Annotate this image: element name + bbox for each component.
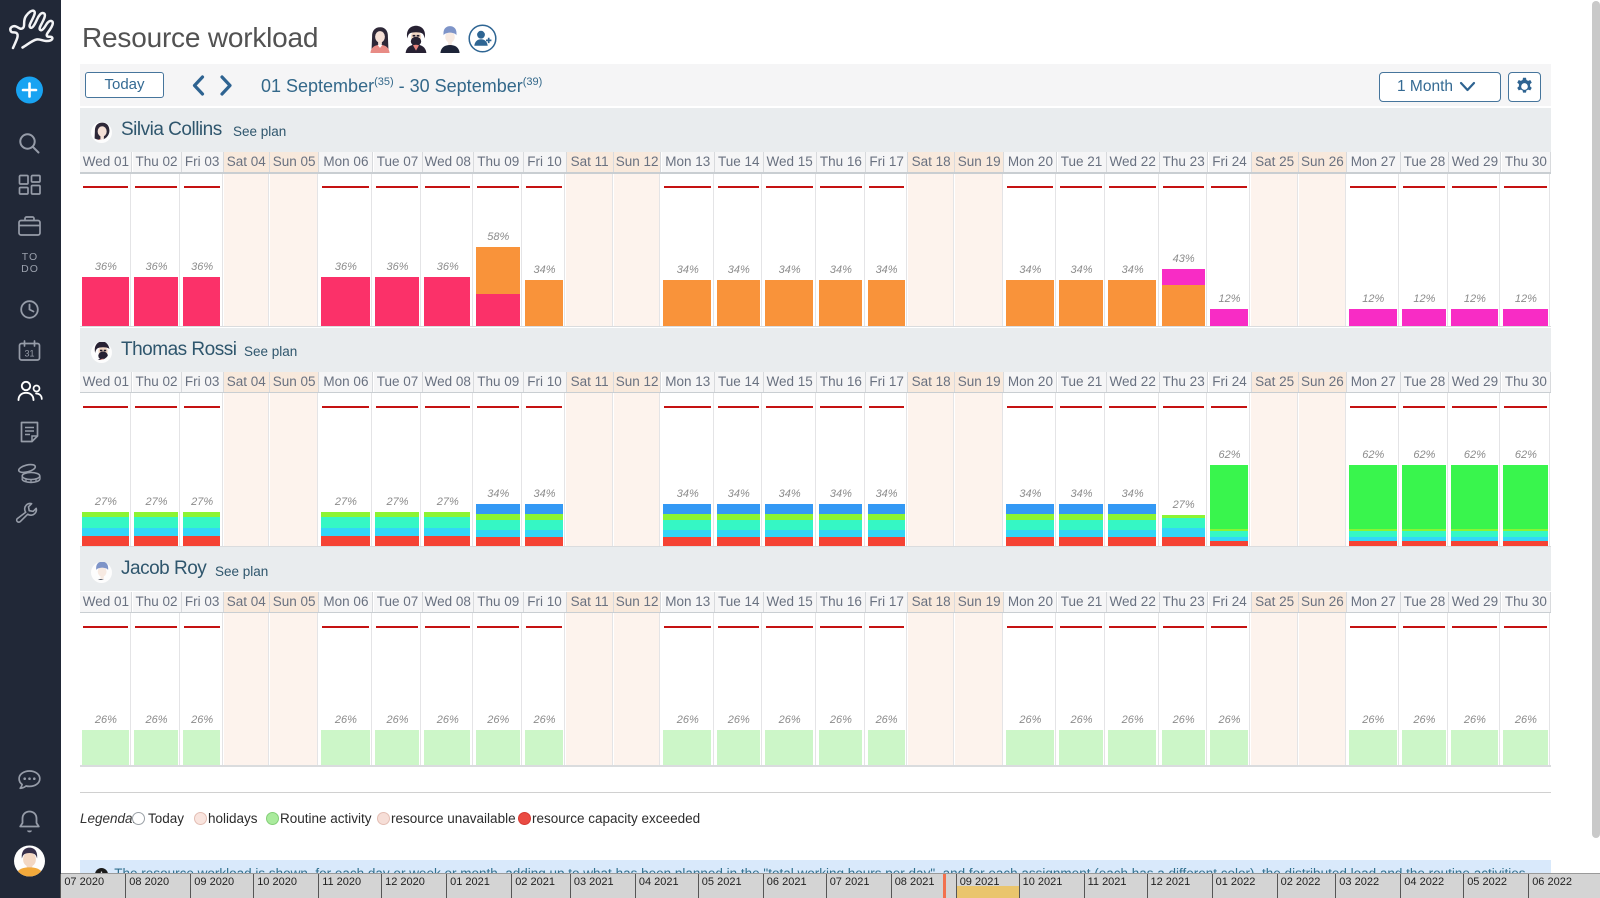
svg-text:31: 31 (24, 349, 34, 359)
